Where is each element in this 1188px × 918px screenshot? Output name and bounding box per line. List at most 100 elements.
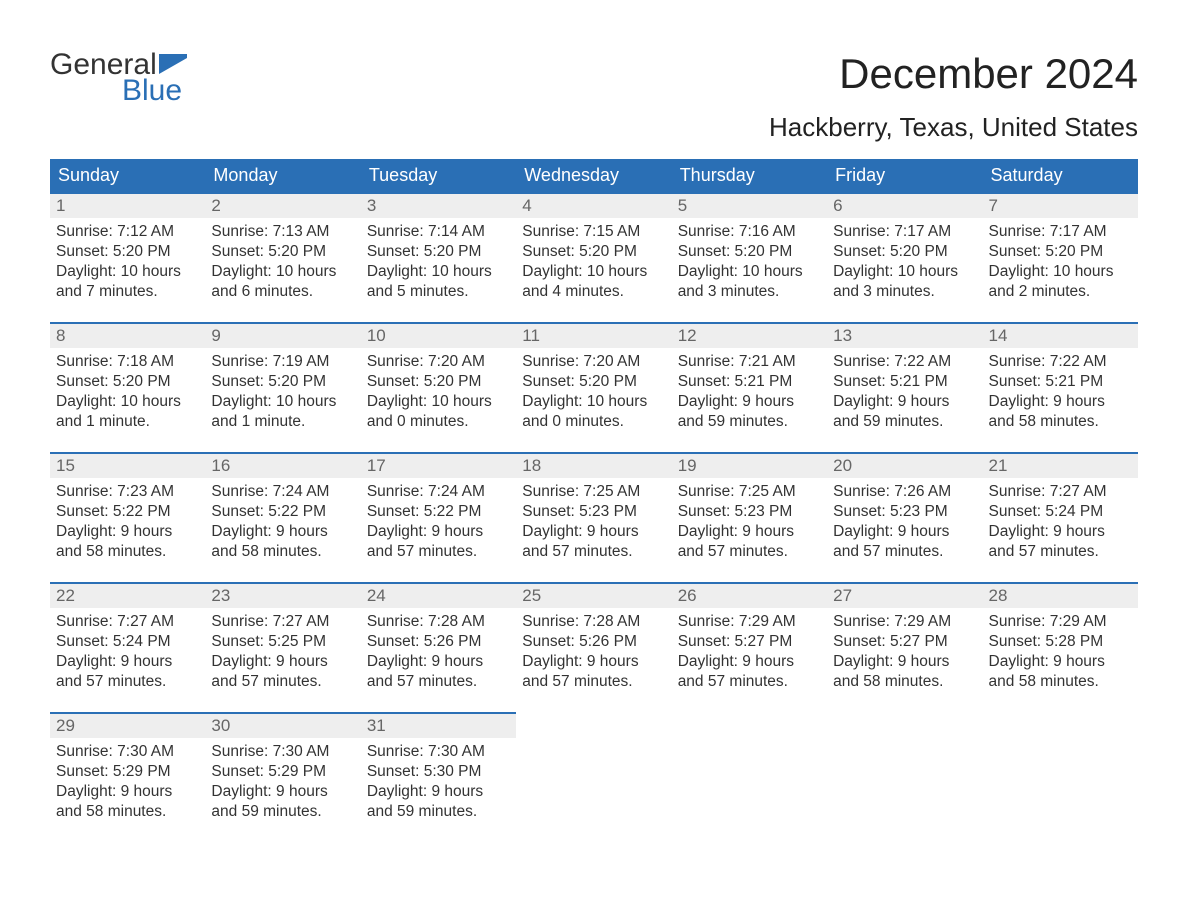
day-daylight2: and 57 minutes. [678,672,821,692]
day-details: Sunrise: 7:13 AMSunset: 5:20 PMDaylight:… [205,218,360,313]
day-wrap: 27Sunrise: 7:29 AMSunset: 5:27 PMDayligh… [827,582,982,703]
day-daylight1: Daylight: 10 hours [989,262,1132,282]
calendar-cell [516,712,671,842]
day-sunset: Sunset: 5:26 PM [367,632,510,652]
day-wrap: 9Sunrise: 7:19 AMSunset: 5:20 PMDaylight… [205,322,360,443]
day-wrap: 26Sunrise: 7:29 AMSunset: 5:27 PMDayligh… [672,582,827,703]
day-sunrise: Sunrise: 7:15 AM [522,222,665,242]
calendar-cell: 3Sunrise: 7:14 AMSunset: 5:20 PMDaylight… [361,192,516,322]
day-sunset: Sunset: 5:23 PM [678,502,821,522]
day-sunrise: Sunrise: 7:27 AM [211,612,354,632]
day-sunrise: Sunrise: 7:25 AM [522,482,665,502]
day-sunset: Sunset: 5:20 PM [367,372,510,392]
day-daylight1: Daylight: 9 hours [56,782,199,802]
day-sunset: Sunset: 5:23 PM [833,502,976,522]
day-daylight2: and 3 minutes. [678,282,821,302]
day-number: 27 [827,584,982,608]
day-number: 30 [205,714,360,738]
day-sunrise: Sunrise: 7:27 AM [56,612,199,632]
day-details: Sunrise: 7:24 AMSunset: 5:22 PMDaylight:… [361,478,516,573]
day-number: 16 [205,454,360,478]
day-number: 26 [672,584,827,608]
day-daylight1: Daylight: 9 hours [211,652,354,672]
day-daylight1: Daylight: 9 hours [678,392,821,412]
day-wrap: 28Sunrise: 7:29 AMSunset: 5:28 PMDayligh… [983,582,1138,703]
day-sunset: Sunset: 5:27 PM [833,632,976,652]
day-sunrise: Sunrise: 7:19 AM [211,352,354,372]
calendar-week-row: 1Sunrise: 7:12 AMSunset: 5:20 PMDaylight… [50,192,1138,322]
day-sunrise: Sunrise: 7:24 AM [367,482,510,502]
day-wrap: 5Sunrise: 7:16 AMSunset: 5:20 PMDaylight… [672,192,827,313]
day-daylight2: and 1 minute. [56,412,199,432]
day-daylight2: and 57 minutes. [678,542,821,562]
day-sunset: Sunset: 5:27 PM [678,632,821,652]
day-sunrise: Sunrise: 7:28 AM [522,612,665,632]
day-daylight2: and 3 minutes. [833,282,976,302]
weekday-header: Friday [827,159,982,192]
day-daylight1: Daylight: 9 hours [367,782,510,802]
day-daylight1: Daylight: 10 hours [678,262,821,282]
day-daylight1: Daylight: 10 hours [211,392,354,412]
day-sunrise: Sunrise: 7:14 AM [367,222,510,242]
day-daylight2: and 58 minutes. [211,542,354,562]
day-daylight2: and 57 minutes. [211,672,354,692]
calendar-cell: 17Sunrise: 7:24 AMSunset: 5:22 PMDayligh… [361,452,516,582]
day-details: Sunrise: 7:20 AMSunset: 5:20 PMDaylight:… [361,348,516,443]
day-sunrise: Sunrise: 7:24 AM [211,482,354,502]
day-details: Sunrise: 7:27 AMSunset: 5:25 PMDaylight:… [205,608,360,703]
day-sunset: Sunset: 5:24 PM [989,502,1132,522]
day-sunset: Sunset: 5:20 PM [367,242,510,262]
day-sunrise: Sunrise: 7:27 AM [989,482,1132,502]
day-daylight1: Daylight: 10 hours [56,262,199,282]
day-daylight2: and 57 minutes. [522,672,665,692]
day-wrap: 17Sunrise: 7:24 AMSunset: 5:22 PMDayligh… [361,452,516,573]
day-number: 3 [361,194,516,218]
calendar-cell: 1Sunrise: 7:12 AMSunset: 5:20 PMDaylight… [50,192,205,322]
day-wrap: 24Sunrise: 7:28 AMSunset: 5:26 PMDayligh… [361,582,516,703]
calendar-cell: 16 Sunrise: 7:24 AMSunset: 5:22 PMDayligh… [205,452,360,582]
day-daylight1: Daylight: 9 hours [678,522,821,542]
day-wrap: 31Sunrise: 7:30 AMSunset: 5:30 PMDayligh… [361,712,516,833]
day-details: Sunrise: 7:18 AMSunset: 5:20 PMDaylight:… [50,348,205,443]
day-details: Sunrise: 7:17 AMSunset: 5:20 PMDaylight:… [983,218,1138,313]
day-wrap: 19Sunrise: 7:25 AMSunset: 5:23 PMDayligh… [672,452,827,573]
day-number: 4 [516,194,671,218]
day-number: 25 [516,584,671,608]
day-sunrise: Sunrise: 7:30 AM [56,742,199,762]
day-wrap: 3Sunrise: 7:14 AMSunset: 5:20 PMDaylight… [361,192,516,313]
day-number: 1 [50,194,205,218]
day-details: Sunrise: 7:16 AMSunset: 5:20 PMDaylight:… [672,218,827,313]
calendar-cell: 2Sunrise: 7:13 AMSunset: 5:20 PMDaylight… [205,192,360,322]
day-wrap: 8Sunrise: 7:18 AMSunset: 5:20 PMDaylight… [50,322,205,443]
day-sunrise: Sunrise: 7:30 AM [211,742,354,762]
calendar-cell: 26Sunrise: 7:29 AMSunset: 5:27 PMDayligh… [672,582,827,712]
weekday-header: Sunday [50,159,205,192]
day-daylight2: and 0 minutes. [522,412,665,432]
day-sunset: Sunset: 5:22 PM [367,502,510,522]
day-wrap: 10Sunrise: 7:20 AMSunset: 5:20 PMDayligh… [361,322,516,443]
calendar-cell: 19Sunrise: 7:25 AMSunset: 5:23 PMDayligh… [672,452,827,582]
day-sunset: Sunset: 5:29 PM [56,762,199,782]
day-number: 20 [827,454,982,478]
weekday-header-row: Sunday Monday Tuesday Wednesday Thursday… [50,159,1138,192]
day-daylight2: and 0 minutes. [367,412,510,432]
calendar-cell: 13Sunrise: 7:22 AMSunset: 5:21 PMDayligh… [827,322,982,452]
day-daylight1: Daylight: 10 hours [367,262,510,282]
day-details: Sunrise: 7:14 AMSunset: 5:20 PMDaylight:… [361,218,516,313]
day-details: Sunrise: 7:20 AMSunset: 5:20 PMDaylight:… [516,348,671,443]
day-sunrise: Sunrise: 7:20 AM [522,352,665,372]
day-number: 9 [205,324,360,348]
day-daylight1: Daylight: 9 hours [211,522,354,542]
day-wrap: 1Sunrise: 7:12 AMSunset: 5:20 PMDaylight… [50,192,205,313]
day-details: Sunrise: 7:25 AMSunset: 5:23 PMDaylight:… [516,478,671,573]
day-sunrise: Sunrise: 7:30 AM [367,742,510,762]
day-daylight1: Daylight: 9 hours [367,522,510,542]
calendar-cell: 8Sunrise: 7:18 AMSunset: 5:20 PMDaylight… [50,322,205,452]
day-sunset: Sunset: 5:22 PM [211,502,354,522]
day-sunrise: Sunrise: 7:26 AM [833,482,976,502]
day-wrap: 13Sunrise: 7:22 AMSunset: 5:21 PMDayligh… [827,322,982,443]
day-number: 15 [50,454,205,478]
day-daylight1: Daylight: 9 hours [989,652,1132,672]
day-wrap: 20Sunrise: 7:26 AMSunset: 5:23 PMDayligh… [827,452,982,573]
day-sunset: Sunset: 5:23 PM [522,502,665,522]
